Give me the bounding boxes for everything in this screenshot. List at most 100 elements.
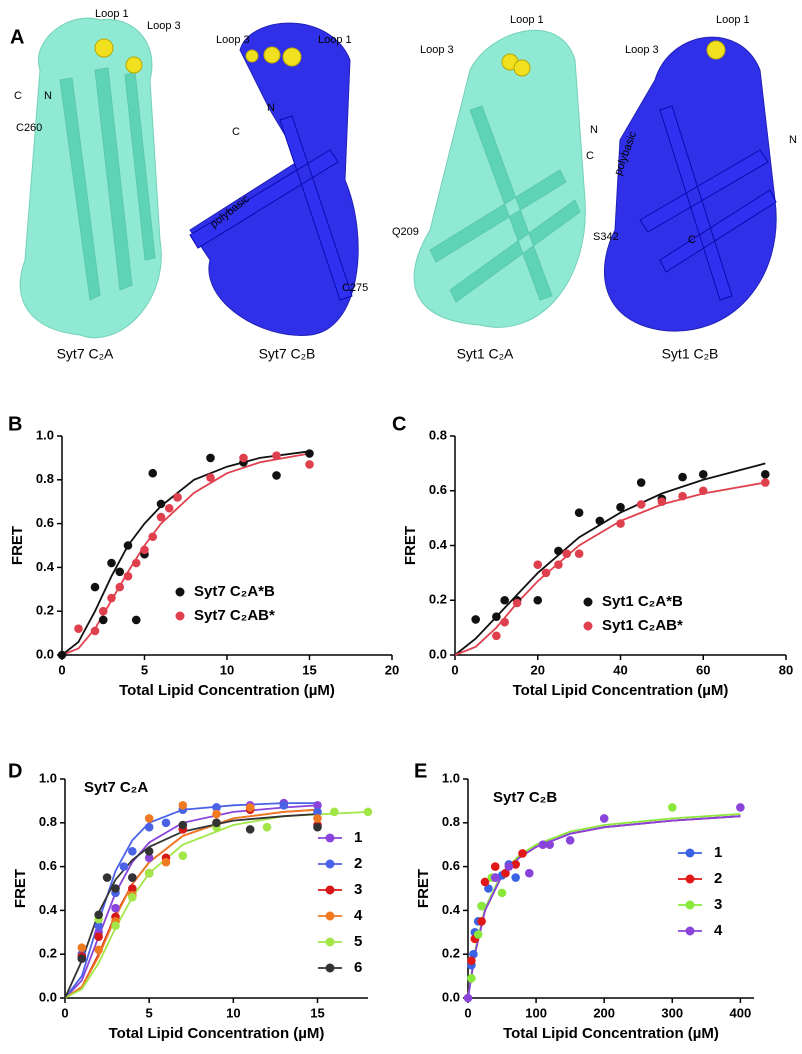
data-point [554,560,563,569]
structure-label: Loop 3 [625,44,659,56]
y-axis-label: FRET [12,869,29,908]
data-point [698,486,708,496]
fit-curve [64,802,318,999]
fit-curve [467,815,741,999]
structure-label: C260 [16,122,42,134]
structure-caption: Syt1 C₂B [662,346,719,362]
structure-syt7-c2a [19,17,162,339]
data-point [616,502,625,512]
structure-label: Loop 1 [318,34,352,46]
data-point [678,491,687,501]
data-point [94,932,103,941]
y-tick-label: 0.2 [39,946,57,961]
fit-curve [61,450,310,656]
x-tick-label: 200 [593,1005,615,1020]
fit-curve [64,804,318,999]
data-point [148,468,158,478]
data-point [128,873,137,882]
data-point [239,453,248,463]
x-tick-label: 15 [310,1005,324,1020]
y-tick-label: 0.6 [442,858,460,873]
y-axis-label: FRET [9,526,26,565]
data-point [178,851,188,860]
data-point [761,478,770,487]
legend-label: 1 [714,844,722,861]
y-tick-label: 0.2 [36,603,54,618]
y-tick-label: 0.6 [36,515,54,530]
data-point [206,453,215,463]
data-point [698,470,708,479]
fit-curve [64,813,318,999]
data-point [161,857,171,867]
data-point [98,615,108,625]
data-point [313,814,322,823]
data-point [313,807,322,817]
data-point [245,825,255,834]
structure-label: C [586,150,594,162]
data-point [518,849,527,858]
y-axis-label: FRET [415,869,432,908]
data-point [156,499,166,509]
data-point [164,503,174,513]
data-point [492,612,501,621]
y-tick-label: 1.0 [442,770,460,785]
data-point [212,803,221,812]
panel-label: B [8,413,22,435]
fit-curve [64,808,318,999]
y-tick-label: 1.0 [36,427,54,442]
chart-title: Syt7 C₂A [84,779,148,796]
data-point [330,807,339,817]
data-point [156,512,166,522]
data-point [636,478,646,487]
data-point [678,472,687,482]
data-point [501,868,510,878]
legend-marker [325,859,335,869]
x-tick-label: 10 [220,662,234,677]
data-point [140,545,149,555]
data-point [667,803,677,812]
legend-marker [325,833,335,843]
data-point [98,606,108,616]
data-point [467,956,476,966]
legend-marker [685,874,695,884]
data-point [504,862,514,871]
y-tick-label: 0.2 [442,946,460,961]
x-axis-label: Total Lipid Concentration (µM) [513,682,729,699]
y-tick-label: 0.0 [429,646,447,661]
x-tick-label: 80 [779,662,793,677]
legend-marker [175,587,185,597]
structure-label: N [267,102,275,114]
legend-marker [583,621,593,631]
legend-label: Syt7 C₂AB* [194,607,275,624]
data-point [480,877,490,887]
data-point [102,873,112,882]
x-tick-label: 300 [661,1005,683,1020]
data-point [500,595,509,605]
legend-label: 6 [354,959,362,976]
x-tick-label: 15 [302,662,316,677]
data-point [119,862,129,871]
data-point [173,493,182,502]
data-point [128,892,137,902]
structure-label: C275 [342,282,368,294]
data-point [477,901,486,911]
data-point [736,803,745,812]
x-tick-label: 0 [61,1005,68,1020]
x-tick-label: 0 [451,662,458,677]
y-axis-label: FRET [402,526,419,565]
data-point [512,598,522,608]
y-tick-label: 0.4 [39,902,58,917]
data-point [94,910,103,920]
data-point [161,818,171,828]
legend-label: 3 [714,896,722,913]
y-tick-label: 0.0 [442,989,460,1004]
y-tick-label: 0.8 [429,427,447,442]
y-tick-label: 0.0 [39,989,57,1004]
structure-caption: Syt1 C₂A [457,346,514,362]
legend-label: Syt1 C₂A*B [602,593,683,610]
legend-marker [325,963,335,973]
x-tick-label: 60 [696,662,710,677]
chart-title: Syt7 C₂B [493,789,557,806]
chart: 0.0 0.2 0.4 0.6 0.8 1.0 0 5 10 15 20 Total Lipid Co… [8,413,399,699]
structure-caption: Syt7 C₂A [57,346,114,362]
